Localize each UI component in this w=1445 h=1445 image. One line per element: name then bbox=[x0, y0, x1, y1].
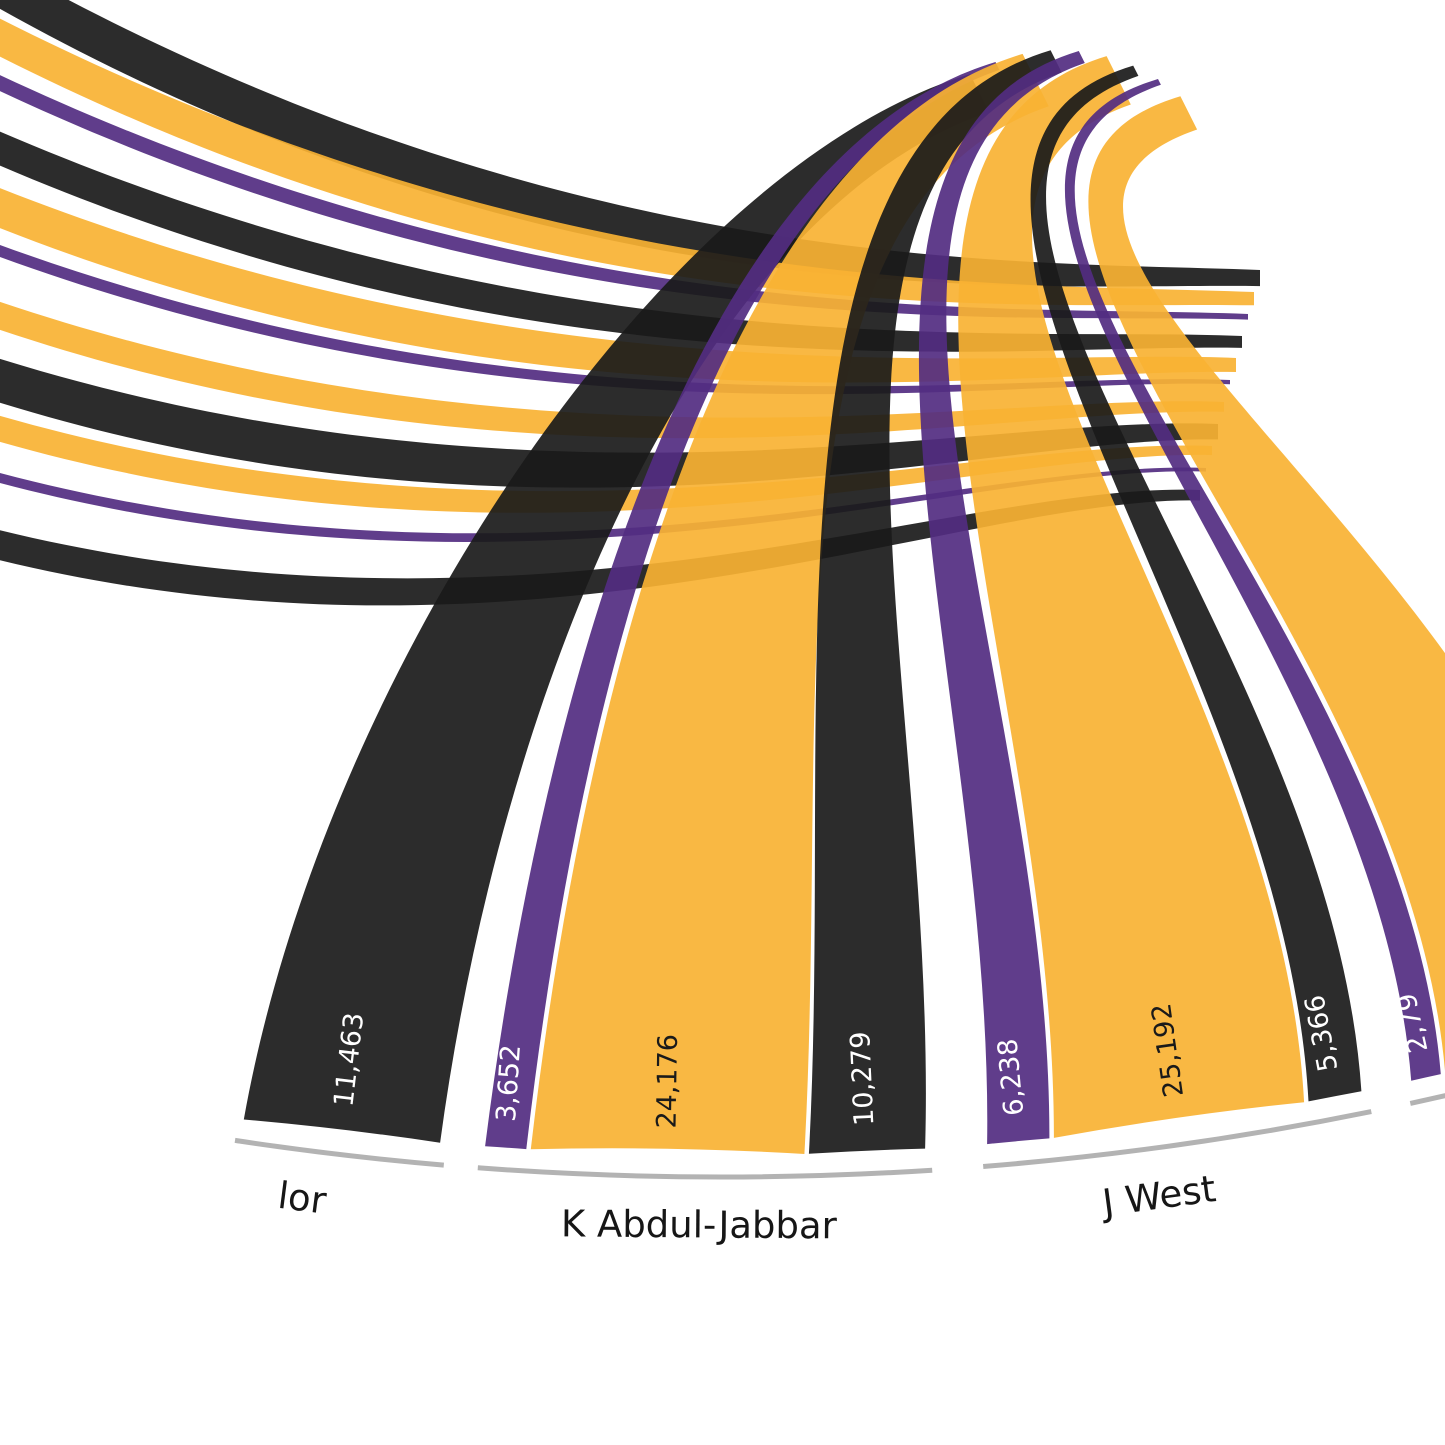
stat-value-label: 3,652 bbox=[491, 1044, 527, 1123]
bg-ribbon-points bbox=[0, 415, 1212, 513]
stat-value-label: 24,176 bbox=[652, 1034, 685, 1129]
ribbon-rebounds bbox=[1030, 65, 1362, 1102]
bg-ribbon-assists bbox=[0, 244, 1230, 395]
bg-ribbon-rebounds bbox=[0, 131, 1242, 352]
player-arc bbox=[1409, 1093, 1445, 1106]
bg-ribbon-points bbox=[0, 18, 1254, 306]
player-name-label: lor bbox=[275, 1174, 329, 1223]
ribbon-points bbox=[958, 56, 1305, 1138]
ribbon-assists bbox=[485, 62, 1000, 1150]
player-arc bbox=[477, 1165, 933, 1180]
player-arcs-layer bbox=[234, 1093, 1445, 1180]
player-labels-layer: lor K Abdul-Jabbar J West bbox=[275, 1167, 1218, 1247]
ribbon-points bbox=[1088, 96, 1445, 1071]
player-name-label: K Abdul-Jabbar bbox=[561, 1202, 838, 1247]
ribbon-rebounds bbox=[243, 74, 989, 1143]
stat-value-label: 6,238 bbox=[992, 1037, 1030, 1117]
ribbons-layer bbox=[0, 0, 1445, 1154]
player-arc bbox=[234, 1137, 445, 1168]
bg-ribbon-points bbox=[0, 301, 1224, 439]
bg-ribbon-rebounds bbox=[0, 0, 1260, 287]
stat-value-label: 10,279 bbox=[845, 1031, 880, 1127]
ribbon-rebounds bbox=[808, 50, 1062, 1154]
ribbon-points bbox=[530, 53, 1049, 1154]
bg-ribbon-rebounds bbox=[0, 489, 1200, 606]
ribbon-assists bbox=[1064, 79, 1441, 1081]
bg-ribbon-rebounds bbox=[0, 358, 1218, 488]
player-name-label: J West bbox=[1098, 1167, 1218, 1225]
player-arc bbox=[982, 1109, 1372, 1169]
ribbon-assists bbox=[918, 51, 1085, 1145]
